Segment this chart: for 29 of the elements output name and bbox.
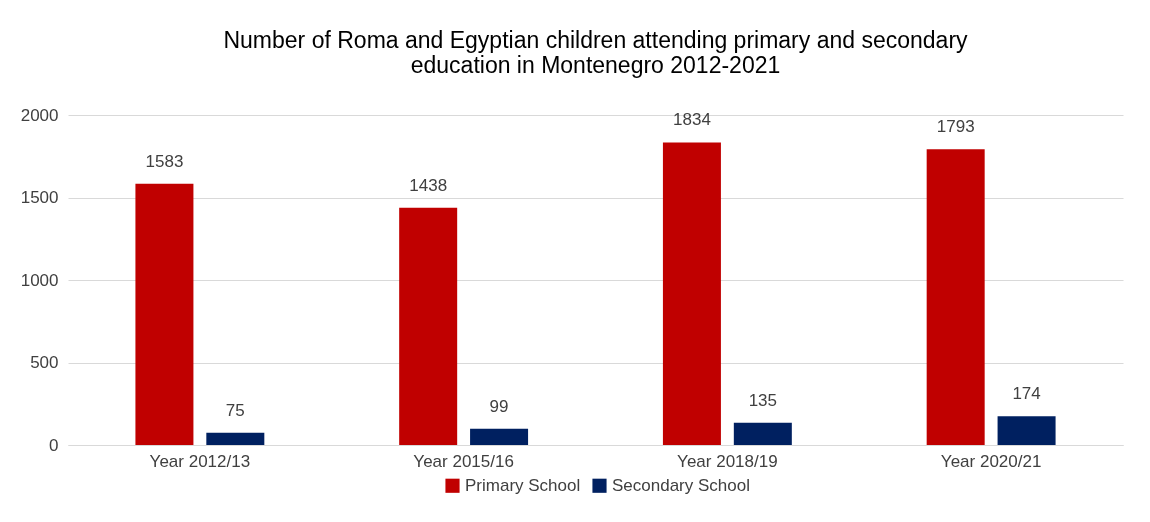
bar xyxy=(926,149,985,445)
x-tick-label: Year 2018/19 xyxy=(677,451,778,471)
data-label: 1438 xyxy=(409,175,448,195)
bar xyxy=(662,142,721,445)
bar xyxy=(206,432,265,445)
bar xyxy=(399,207,458,445)
text: Number of Roma and Egyptian children attending primary and secondary xyxy=(223,27,968,53)
text: education in Montenegro 2012-2021 xyxy=(410,52,781,78)
legend-label: Secondary School xyxy=(612,475,750,495)
data-label: 135 xyxy=(748,390,778,410)
data-label: 1793 xyxy=(936,117,975,137)
data-label: 1583 xyxy=(145,151,184,171)
data-label: 99 xyxy=(489,396,509,416)
y-tick-label: 0 xyxy=(49,435,59,455)
y-tick-label: 1500 xyxy=(20,188,59,207)
bar xyxy=(470,428,529,445)
legend-label: Primary School xyxy=(465,475,581,495)
x-tick-label: Year 2020/21 xyxy=(940,451,1042,471)
x-tick-label: Year 2012/13 xyxy=(149,451,251,471)
data-label: 75 xyxy=(225,400,245,420)
y-tick-label: 1000 xyxy=(20,270,59,290)
data-label: 174 xyxy=(1012,384,1041,404)
data-label: 1834 xyxy=(673,110,711,130)
x-tick-label: Year 2015/16 xyxy=(413,451,514,471)
bar xyxy=(997,416,1056,445)
y-tick-label: 500 xyxy=(30,353,59,372)
y-tick-label: 2000 xyxy=(20,105,59,125)
bar xyxy=(135,183,194,445)
bar xyxy=(733,422,792,445)
